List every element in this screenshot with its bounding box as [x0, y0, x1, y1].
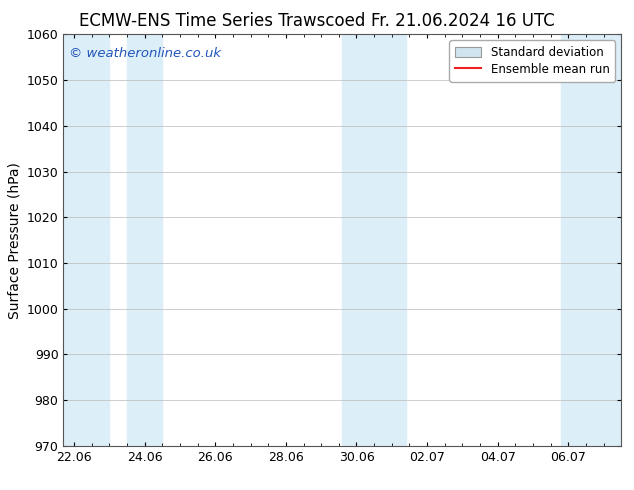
- Bar: [63, 34, 109, 446]
- Text: Fr. 21.06.2024 16 UTC: Fr. 21.06.2024 16 UTC: [371, 12, 555, 30]
- Text: © weatheronline.co.uk: © weatheronline.co.uk: [69, 47, 221, 60]
- Bar: [342, 34, 406, 446]
- Y-axis label: Surface Pressure (hPa): Surface Pressure (hPa): [7, 162, 21, 318]
- Bar: [561, 34, 621, 446]
- Text: ECMW-ENS Time Series Trawscoed: ECMW-ENS Time Series Trawscoed: [79, 12, 365, 30]
- Bar: [127, 34, 162, 446]
- Legend: Standard deviation, Ensemble mean run: Standard deviation, Ensemble mean run: [450, 40, 616, 81]
